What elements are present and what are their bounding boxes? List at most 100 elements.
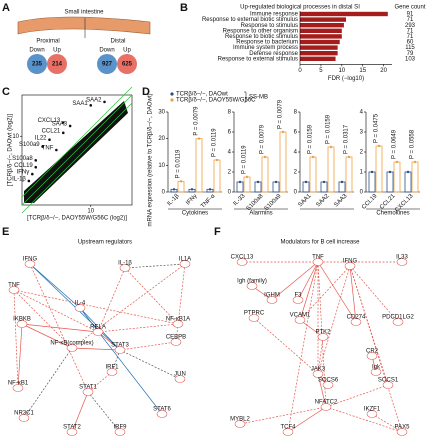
gene-count: 71 [407, 17, 414, 23]
edge [317, 373, 327, 408]
edge [13, 289, 73, 349]
x-tick-label: 10 [87, 209, 94, 215]
x-tick-label: SAA1 [297, 193, 313, 209]
node [172, 320, 184, 328]
bar-dot [329, 145, 333, 149]
node-label: NF-κB(complex) [50, 341, 93, 347]
edge [349, 265, 403, 433]
node [392, 318, 404, 326]
x-tick-label: 5 [319, 68, 323, 74]
bar-dot [197, 137, 201, 140]
node-label: IL1A [179, 257, 191, 263]
bar [300, 17, 346, 22]
chart-title: Up-regulated biological processes in dis… [240, 5, 360, 11]
y-tick-label: 0 [294, 190, 298, 196]
node [246, 282, 258, 290]
node-label: VCAM1 [290, 313, 311, 319]
node-label: SOCS1 [378, 378, 399, 384]
y-tick-label: 6 [294, 130, 298, 136]
y-tick-label: 2 [294, 170, 298, 176]
node-label: IGHM [264, 293, 280, 299]
edge [97, 331, 121, 351]
p-value: P = 0.0119 [176, 149, 182, 178]
bar [338, 181, 346, 193]
bar [368, 171, 376, 193]
node-label: IFNG [343, 259, 358, 265]
category-label: Response to other organism [223, 28, 298, 34]
bar [177, 180, 185, 193]
bar [254, 181, 262, 193]
bar [261, 156, 269, 193]
node [12, 384, 24, 392]
y-tick-label: 0 [360, 190, 364, 196]
edge [174, 263, 186, 343]
node-label: IL-1β [118, 261, 132, 267]
y-tick-label: 1 [360, 170, 364, 176]
edge [317, 261, 357, 323]
count-circle [27, 54, 47, 74]
x-tick-label: S100a9 [264, 193, 283, 212]
network-title: Upstream regulators [78, 240, 132, 246]
bar [213, 159, 221, 193]
panel-label: E [2, 226, 9, 238]
point-label: CXCL13 [38, 118, 61, 124]
point-label: S100a9 [19, 142, 40, 148]
node [18, 414, 30, 422]
bar-dot [274, 180, 278, 184]
edge [317, 265, 351, 375]
node-label: STAT3 [111, 343, 129, 349]
fold-line [21, 102, 133, 214]
legend-label: TCRβ/δ−/−, DAOY55W/G56C [176, 98, 256, 104]
legend-suffix: SS-MB [249, 95, 268, 101]
node-label: STAT6 [153, 407, 171, 413]
intestine [17, 16, 151, 35]
node-label: STAT1 [79, 385, 97, 391]
point-label: IFNγ [17, 170, 30, 176]
edge [299, 319, 324, 338]
point [61, 131, 65, 135]
count-circle [97, 54, 117, 74]
bar [411, 161, 419, 193]
x-tick-label: 15 [359, 68, 366, 74]
node-label: NFATC2 [315, 400, 338, 406]
x-tick-label: 10 [338, 68, 345, 74]
legend-marker [170, 92, 174, 96]
node-label: PTK2 [315, 330, 331, 336]
region-label: Proximal [36, 39, 59, 45]
edge [71, 263, 186, 349]
bar-dot [208, 188, 212, 191]
bar [272, 181, 280, 193]
legend-label: TCRβ/δ−/−, DAOwt [176, 92, 228, 98]
node-label: CR2 [366, 349, 379, 355]
y-tick-label: 0 [162, 190, 166, 196]
direction-label: Up [123, 48, 131, 54]
edge [325, 406, 403, 433]
node-label: PAX5 [395, 425, 411, 431]
node [366, 410, 378, 418]
node-label: F3 [294, 293, 302, 299]
node-label: JUN [174, 372, 186, 378]
point [27, 179, 31, 183]
edge [371, 413, 403, 433]
bar-dot [370, 170, 374, 174]
group-label: Alarmins [249, 211, 272, 217]
bar-dot [347, 155, 351, 159]
bar [375, 145, 383, 193]
point [55, 148, 58, 152]
edge [71, 347, 121, 352]
edge [349, 265, 358, 323]
bar [327, 146, 335, 193]
x-tick-label: TNF-α [200, 193, 217, 210]
bar-dot [245, 175, 249, 179]
bar-dot [304, 180, 308, 184]
edge [349, 265, 399, 323]
y-axis-label: mRNA expression (relative to TCRβ/δ−/−, … [148, 93, 154, 226]
node [170, 338, 182, 346]
bar [302, 181, 310, 193]
p-value: P = 0.0119 [212, 128, 218, 157]
bar-dot [179, 180, 183, 183]
node-label: IL33 [396, 255, 408, 261]
bar-dot [281, 130, 285, 134]
y-tick-label: 20 [158, 136, 165, 142]
